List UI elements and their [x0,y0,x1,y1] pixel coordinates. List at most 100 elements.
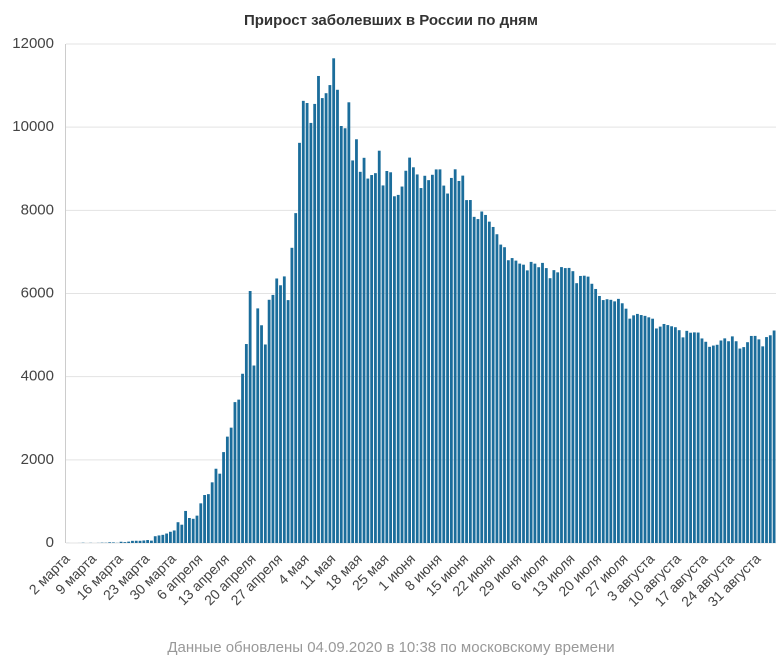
bar [522,264,525,543]
bar [715,344,719,543]
y-tick-label: 8000 [21,201,54,218]
bar [187,518,191,543]
bar [203,495,206,543]
bar [374,173,377,543]
bar [339,126,343,544]
y-tick-label: 6000 [21,284,54,301]
bar [525,270,529,543]
bar [150,540,153,543]
bar [195,515,199,543]
y-tick-label: 10000 [12,118,54,135]
bar [320,98,324,543]
bar [765,337,768,543]
bar [772,330,776,543]
bar [518,263,522,543]
bar [556,272,560,543]
bar [617,298,620,543]
bar [260,325,263,543]
bar [142,540,146,543]
bar [153,536,157,543]
bar [157,535,161,543]
bar [544,268,548,543]
chart-title: Прирост заболевших в России по дням [244,12,538,29]
bar [347,102,351,543]
bar [480,211,484,543]
bar [351,160,355,543]
bar [685,330,689,543]
bar [324,93,328,543]
bar [651,318,655,543]
bar [233,402,237,543]
bar [476,219,480,543]
bar [385,170,389,544]
bar [229,427,233,543]
bar [506,260,510,543]
bar [457,180,461,543]
y-tick-label: 2000 [21,451,54,468]
bar [567,267,571,543]
bar [271,294,275,543]
bar [412,167,415,543]
bar [400,186,404,543]
bar [313,103,317,544]
bar [301,100,305,543]
bar [510,258,514,543]
bar [582,275,586,543]
bar [191,518,195,543]
bar [727,341,730,543]
bar [533,263,537,543]
bar [730,336,734,543]
bar [719,340,723,543]
bar [244,344,248,543]
bar [746,342,749,543]
bar [692,332,696,543]
bar [575,283,579,543]
bar [165,533,169,543]
bar [256,308,260,543]
bar [639,315,643,543]
bar [605,299,609,543]
bar [370,175,374,543]
bar [241,373,244,543]
bar [286,300,290,543]
bar [328,85,332,543]
bar [734,341,738,543]
bar [590,283,594,543]
bar [248,291,252,543]
bar [430,174,434,543]
bar [112,542,115,543]
bar [662,323,666,543]
bar [537,267,541,543]
bar [161,534,165,543]
y-tick-label: 12000 [12,35,54,52]
bar [214,468,218,543]
bar [704,341,708,543]
bar [127,541,131,543]
bar [453,169,457,543]
bar [700,338,704,543]
bar [563,268,567,543]
bar [275,278,279,543]
bar [393,196,396,543]
bar [628,318,632,543]
bar [138,540,142,543]
bar [723,338,727,543]
bar [389,172,393,543]
bar [541,262,544,543]
bar [598,295,601,543]
bar [237,399,241,543]
bar [495,234,499,543]
bar [108,542,112,543]
bar [305,103,309,544]
bar [472,216,476,543]
bar [711,345,715,543]
bar [225,436,229,543]
bar [146,540,150,543]
bar [294,213,298,543]
bar [343,128,347,543]
bar [647,317,651,543]
bar [282,276,286,543]
bar [355,139,358,544]
bar [643,315,647,543]
